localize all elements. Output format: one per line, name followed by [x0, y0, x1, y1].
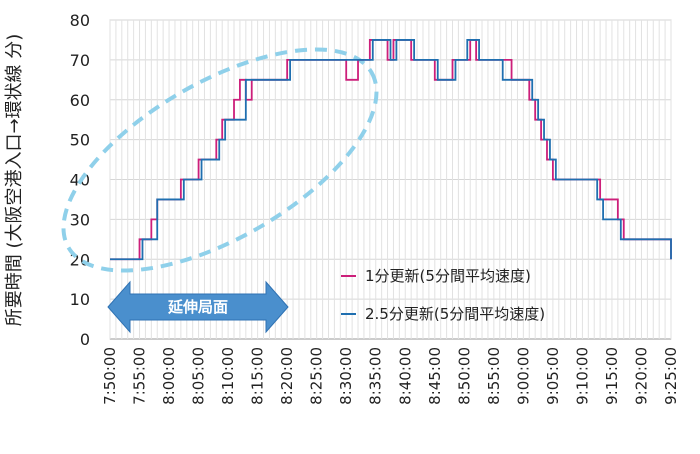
extension-phase-arrow: 延伸局面: [107, 280, 289, 334]
y-tick-label: 30: [70, 210, 90, 229]
legend: 1分更新(5分間平均速度) 2.5分更新(5分間平均速度): [341, 267, 545, 323]
legend-label-2-5min: 2.5分更新(5分間平均速度): [365, 305, 545, 323]
x-tick-label: 8:50:00: [455, 347, 473, 405]
y-tick-label: 50: [70, 131, 90, 150]
arrow-label: 延伸局面: [167, 298, 228, 316]
x-tick-label: 7:55:00: [131, 347, 149, 405]
x-axis-ticks: 7:50:00 7:55:00 8:00:00 8:05:00 8:10:00 8:15:…: [101, 347, 680, 405]
legend-label-1min: 1分更新(5分間平均速度): [365, 267, 531, 285]
x-tick-label: 8:20:00: [278, 347, 296, 405]
y-tick-label: 0: [80, 330, 90, 349]
x-tick-label: 9:00:00: [514, 347, 532, 405]
x-tick-label: 9:20:00: [632, 347, 650, 405]
y-tick-label: 10: [70, 290, 90, 309]
y-tick-label: 80: [70, 11, 90, 30]
double-arrow-shape: [107, 280, 289, 334]
x-tick-label: 9:10:00: [573, 347, 591, 405]
x-tick-label: 8:40:00: [396, 347, 414, 405]
x-tick-label: 8:15:00: [249, 347, 267, 405]
x-tick-label: 8:25:00: [308, 347, 326, 405]
x-tick-label: 8:10:00: [219, 347, 237, 405]
x-tick-label: 9:05:00: [544, 347, 562, 405]
x-tick-label: 8:30:00: [337, 347, 355, 405]
x-tick-label: 8:00:00: [160, 347, 178, 405]
series-lines: [110, 39, 672, 261]
x-tick-label: 8:55:00: [485, 347, 503, 405]
x-tick-label: 8:05:00: [190, 347, 208, 405]
series-line-2-5min: [110, 39, 672, 261]
series-line-1min: [110, 39, 672, 261]
x-tick-label: 7:50:00: [101, 347, 119, 405]
x-tick-label: 8:45:00: [426, 347, 444, 405]
y-axis-label: 所要時間 (大阪空港入口→環状線 分): [4, 34, 25, 327]
highlight-ellipse: [61, 47, 379, 273]
x-tick-label: 9:15:00: [603, 347, 621, 405]
y-tick-label: 60: [70, 91, 90, 110]
y-tick-label: 70: [70, 51, 90, 70]
x-tick-label: 8:35:00: [367, 347, 385, 405]
x-tick-label: 9:25:00: [662, 347, 680, 405]
